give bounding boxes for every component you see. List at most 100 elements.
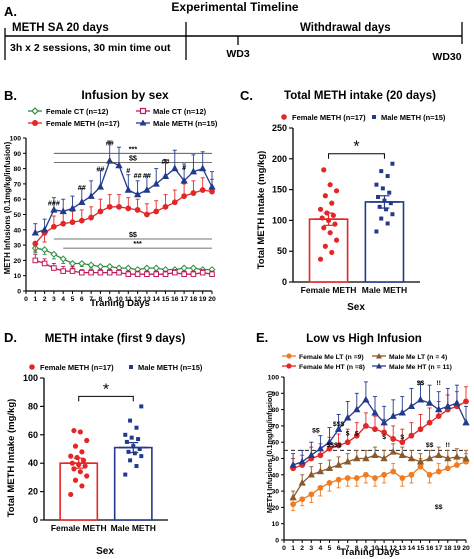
x-tick-label: 1 (291, 545, 295, 552)
data-point (444, 402, 452, 410)
data-point (144, 211, 150, 218)
data-point (353, 432, 360, 439)
data-point (416, 395, 425, 403)
category-label: Male METH (111, 523, 156, 533)
bar-male (113, 446, 153, 521)
data-point (80, 457, 87, 463)
x-tick-label: 19 (199, 296, 207, 303)
data-point (321, 225, 327, 231)
data-point (189, 167, 198, 175)
series-line (292, 451, 467, 498)
data-point (136, 437, 141, 442)
data-point (335, 476, 342, 483)
bar-female (308, 218, 349, 283)
data-point (97, 269, 104, 276)
data-point (123, 472, 128, 477)
data-point (353, 475, 360, 481)
data-point (84, 437, 90, 444)
legend-marker-c-female (281, 114, 287, 120)
legend-label-male-meth: Male METH (n=15) (153, 119, 218, 128)
data-point (68, 259, 77, 267)
data-point (171, 164, 179, 172)
data-point (144, 271, 150, 277)
data-point (209, 271, 215, 277)
data-point (125, 271, 132, 277)
data-point (454, 462, 460, 468)
x-tick-label: 11 (381, 545, 388, 552)
panel-a-title: Experimental Timeline (171, 0, 298, 14)
data-point (332, 221, 338, 227)
data-point (389, 447, 397, 455)
data-point (152, 264, 160, 272)
data-point (334, 425, 343, 432)
significance-label: $$ (417, 380, 425, 387)
significance-label: $$ (129, 230, 137, 239)
data-point (381, 429, 388, 436)
y-tick-label: 0 (17, 289, 21, 296)
data-point (96, 182, 105, 190)
data-point (333, 237, 340, 243)
legend-marker-female-meth (32, 120, 38, 126)
data-point (161, 172, 170, 179)
data-point (380, 454, 388, 462)
data-point (462, 454, 470, 462)
series-3 (31, 140, 216, 236)
data-point (316, 467, 325, 475)
x-tick-label: 5 (71, 296, 75, 303)
data-point (444, 465, 451, 472)
y-tick-label: 30 (271, 489, 279, 496)
data-point (79, 483, 85, 489)
panel-c-title: Total METH intake (20 days) (284, 90, 436, 102)
data-point (129, 435, 134, 440)
data-point (71, 466, 77, 472)
legend-marker-d-male (129, 365, 133, 369)
x-tick-label: 1 (33, 296, 37, 303)
data-point (76, 462, 82, 468)
data-point (325, 464, 334, 471)
data-point (372, 426, 378, 433)
y-tick-label: 30 (13, 243, 21, 250)
x-tick-label: 10 (371, 545, 379, 552)
x-tick-label: 15 (162, 296, 170, 303)
x-tick-label: 9 (364, 545, 368, 552)
bar-male (364, 201, 405, 283)
legend-label-female-ct: Female CT (n=12) (46, 107, 109, 116)
data-point (425, 454, 434, 462)
category-label: Male METH (362, 285, 407, 295)
data-point (88, 269, 94, 276)
data-point (379, 169, 384, 174)
data-point (453, 399, 461, 406)
significance-label: ## (78, 183, 86, 192)
data-point (463, 398, 469, 405)
data-point (106, 263, 114, 271)
legend-label-d-male: Male METH (n=15) (138, 363, 203, 372)
data-point (134, 207, 141, 213)
data-point (329, 249, 335, 256)
x-tick-label: 3 (52, 296, 56, 303)
data-point (380, 186, 385, 191)
data-point (417, 463, 424, 470)
data-point (390, 161, 395, 166)
y-tick-label: 50 (13, 212, 21, 219)
data-point (77, 429, 83, 435)
data-point (407, 402, 416, 410)
category-label: Female METH (301, 285, 357, 295)
data-point (137, 447, 142, 451)
data-point (417, 426, 424, 433)
data-point (390, 436, 397, 442)
panel-b-ylabel: METH Infusions (0.1mg/kg/infusion) (3, 141, 12, 274)
y-tick-label: 50 (271, 456, 279, 463)
data-point (381, 471, 388, 478)
legend-label-male-ht: Male Me HT (n = 11) (389, 364, 452, 371)
series-0 (31, 244, 216, 274)
significance-label: $ (382, 434, 386, 441)
data-point (106, 203, 113, 210)
data-point (97, 208, 104, 215)
data-point (435, 413, 442, 420)
legend-label-female-lt: Female Me LT (n =9) (299, 354, 364, 361)
significance-label: ### (48, 198, 60, 207)
data-point (199, 269, 206, 276)
y-tick-label: 100 (10, 136, 22, 143)
data-point (78, 217, 85, 224)
